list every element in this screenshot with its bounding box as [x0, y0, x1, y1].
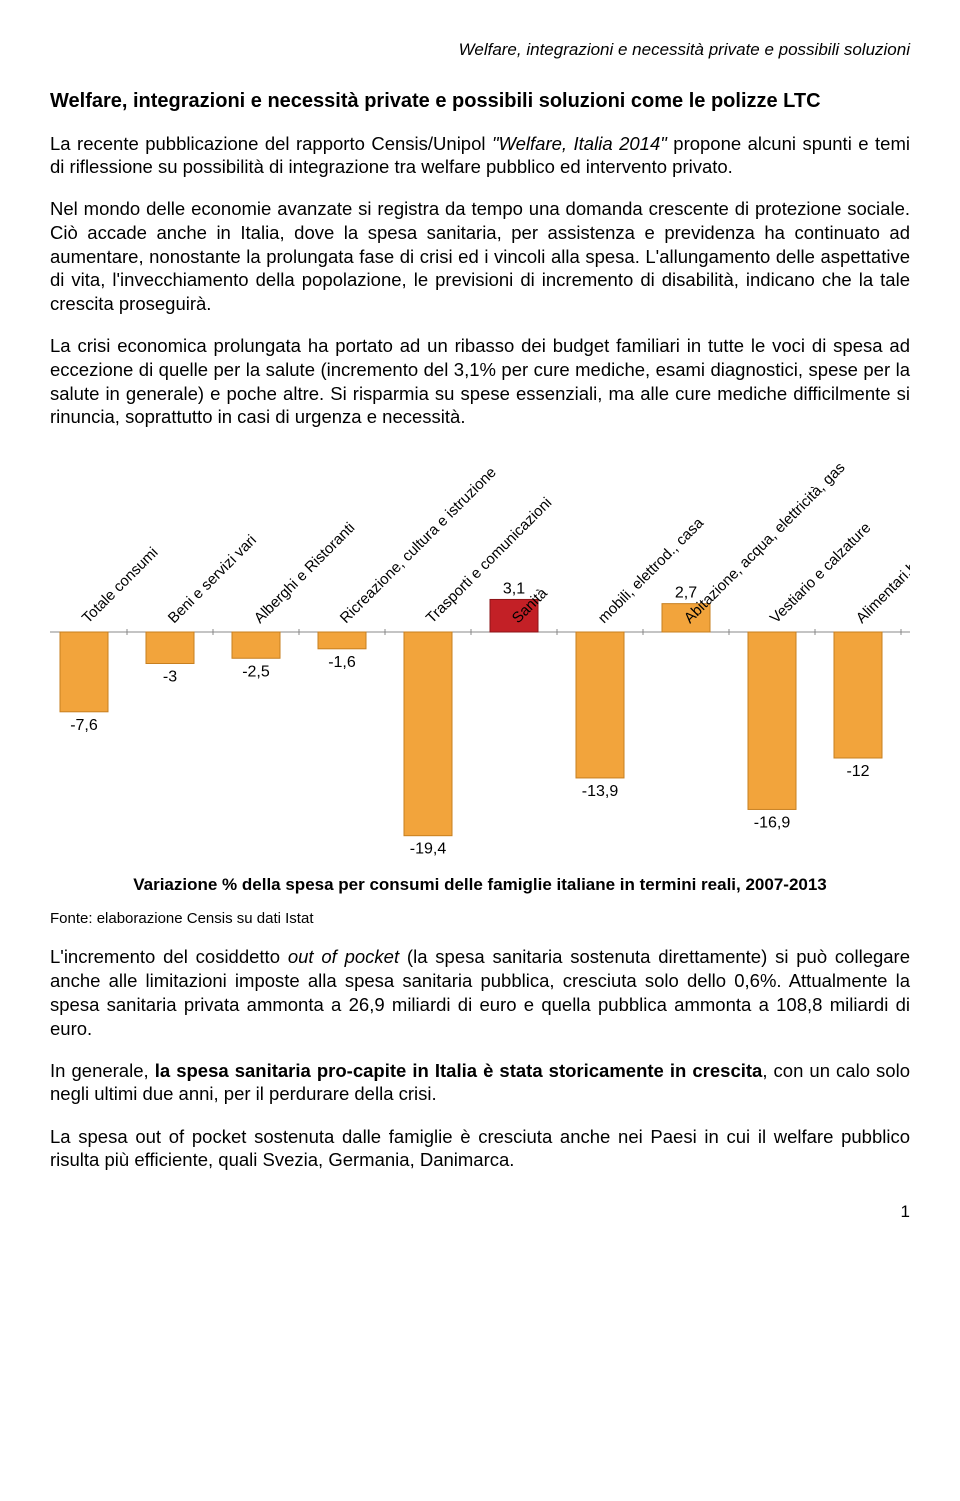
chart-value-label: -19,4 [410, 841, 447, 858]
p4-text-b: out of pocket [288, 946, 399, 967]
page-number: 1 [50, 1202, 910, 1222]
paragraph-2: Nel mondo delle economie avanzate si reg… [50, 197, 910, 315]
paragraph-1: La recente pubblicazione del rapporto Ce… [50, 132, 910, 179]
chart-bar [232, 632, 280, 658]
running-header: Welfare, integrazioni e necessità privat… [50, 40, 910, 60]
document-page: Welfare, integrazioni e necessità privat… [0, 0, 960, 1252]
chart-bar [576, 632, 624, 778]
chart-value-label: 3,1 [503, 580, 525, 597]
chart-value-label: -3 [163, 668, 177, 685]
paragraph-5: In generale, la spesa sanitaria pro-capi… [50, 1059, 910, 1106]
chart-source: Fonte: elaborazione Censis su dati Istat [50, 910, 910, 927]
paragraph-3: La crisi economica prolungata ha portato… [50, 334, 910, 429]
chart-bar [146, 632, 194, 664]
chart-value-label: -1,6 [328, 654, 356, 671]
chart-caption: Variazione % della spesa per consumi del… [50, 874, 910, 896]
chart-value-label: -2,5 [242, 663, 270, 680]
p5-text-b: la spesa sanitaria pro-capite in Italia … [155, 1060, 763, 1081]
p5-text-a: In generale, [50, 1060, 155, 1081]
chart-bar [834, 632, 882, 758]
p1-text-b: "Welfare, Italia 2014" [492, 133, 667, 154]
chart-bar [748, 632, 796, 809]
chart-value-label: -16,9 [754, 814, 791, 831]
chart-bar [60, 632, 108, 712]
p4-text-a: L'incremento del cosiddetto [50, 946, 288, 967]
chart-value-label: -7,6 [70, 717, 98, 734]
paragraph-6: La spesa out of pocket sostenuta dalle f… [50, 1125, 910, 1172]
chart-category-label: Ricreazione, cultura e istruzione [337, 464, 500, 627]
chart-value-label: -13,9 [582, 783, 619, 800]
bar-chart: -7,6 Totale consumi -3 Beni e servizi vari -… [50, 447, 910, 896]
paragraph-4: L'incremento del cosiddetto out of pocke… [50, 945, 910, 1040]
chart-category-label: Totale consumi [79, 544, 162, 627]
chart-svg: -7,6 Totale consumi -3 Beni e servizi vari -… [50, 447, 910, 867]
chart-category-label: Abitazione, acqua, elettricità, gas [681, 459, 849, 627]
chart-bar [318, 632, 366, 649]
chart-bar [404, 632, 452, 836]
page-title: Welfare, integrazioni e necessità privat… [50, 90, 910, 113]
chart-value-label: 2,7 [675, 585, 697, 602]
chart-category-label: Beni e servizi vari [165, 532, 260, 627]
p1-text-a: La recente pubblicazione del rapporto Ce… [50, 133, 492, 154]
chart-value-label: -12 [846, 763, 869, 780]
